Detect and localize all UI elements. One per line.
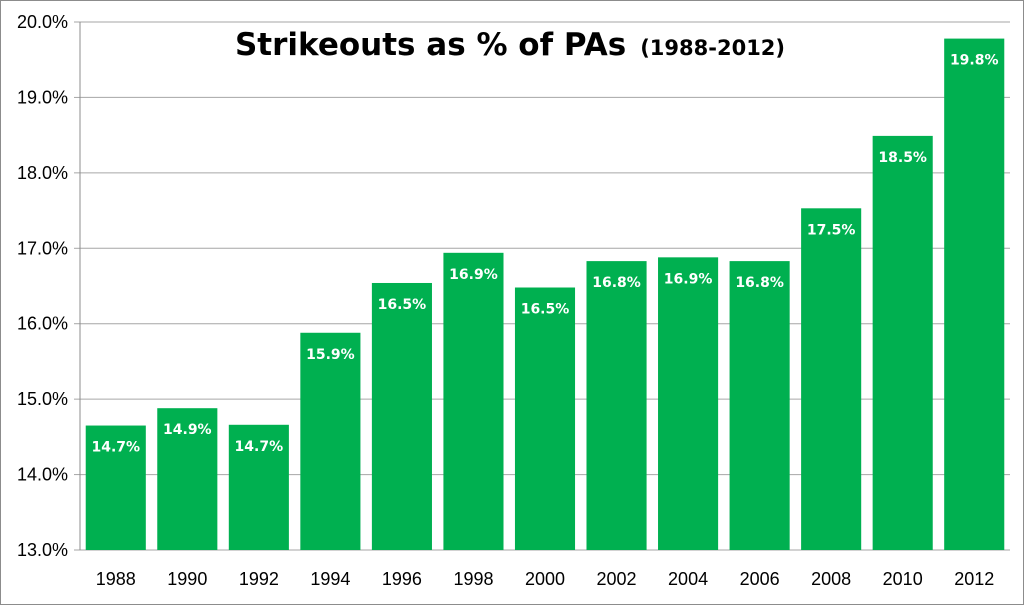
data-label-2008: 17.5% bbox=[807, 222, 856, 238]
x-tick-label-1996: 1996 bbox=[382, 569, 422, 589]
y-tick-label: 19.0% bbox=[17, 87, 68, 107]
bar-1994 bbox=[300, 332, 361, 550]
x-tick-label-1990: 1990 bbox=[167, 569, 207, 589]
chart-title-main: Strikeouts as % of PAs bbox=[235, 27, 626, 63]
x-tick-label-2012: 2012 bbox=[954, 569, 994, 589]
x-tick-label-2008: 2008 bbox=[811, 569, 851, 589]
chart-title: Strikeouts as % of PAs (1988-2012) bbox=[235, 27, 785, 63]
bar-2002 bbox=[586, 261, 647, 550]
x-tick-label-1998: 1998 bbox=[453, 569, 493, 589]
bar-2012 bbox=[944, 38, 1005, 550]
data-label-2006: 16.8% bbox=[735, 275, 784, 291]
data-label-1994: 15.9% bbox=[306, 347, 355, 363]
y-tick-label: 20.0% bbox=[17, 12, 68, 32]
data-label-1988: 14.7% bbox=[91, 440, 140, 456]
y-tick-label: 16.0% bbox=[17, 314, 68, 334]
x-tick-label-1992: 1992 bbox=[239, 569, 279, 589]
y-tick-label: 13.0% bbox=[17, 540, 68, 560]
bar-2006 bbox=[729, 261, 790, 550]
bar-2004 bbox=[658, 257, 719, 550]
data-label-2004: 16.9% bbox=[664, 271, 713, 287]
x-tick-label-2000: 2000 bbox=[525, 569, 565, 589]
data-labels: 14.7% 14.9% 14.7% 15.9% 16.5% 16.9% 16.5% 16.8%… bbox=[91, 53, 998, 456]
y-tick-label: 18.0% bbox=[17, 163, 68, 183]
bars bbox=[85, 38, 1005, 550]
x-tick-label-2006: 2006 bbox=[740, 569, 780, 589]
bar-2000 bbox=[514, 287, 576, 550]
bar-1990 bbox=[157, 408, 218, 550]
x-tick-label-2010: 2010 bbox=[883, 569, 923, 589]
bar-2010 bbox=[872, 135, 933, 550]
data-label-1990: 14.9% bbox=[163, 422, 212, 438]
data-label-2002: 16.8% bbox=[592, 275, 641, 291]
data-label-1992: 14.7% bbox=[235, 439, 284, 455]
x-tick-label-1994: 1994 bbox=[310, 569, 350, 589]
data-label-1996: 16.5% bbox=[378, 297, 427, 313]
data-label-1998: 16.9% bbox=[449, 267, 498, 283]
bar-1996 bbox=[371, 282, 432, 550]
x-tick-label-2002: 2002 bbox=[597, 569, 637, 589]
bar-1992 bbox=[228, 424, 289, 550]
data-label-2000: 16.5% bbox=[521, 302, 570, 318]
bar-2008 bbox=[801, 208, 862, 550]
x-tick-label-2004: 2004 bbox=[668, 569, 708, 589]
bar-1998 bbox=[443, 252, 504, 550]
data-label-2010: 18.5% bbox=[878, 150, 927, 166]
chart-title-subtitle: (1988-2012) bbox=[640, 36, 785, 60]
x-tick-label-1988: 1988 bbox=[96, 569, 136, 589]
y-tick-label: 15.0% bbox=[17, 389, 68, 409]
data-label-2012: 19.8% bbox=[950, 53, 999, 69]
y-axis-ticks: 13.0% 14.0% 15.0% 16.0% 17.0% 18.0% 19.0% 20.0% bbox=[17, 12, 81, 560]
bar-1988 bbox=[85, 425, 146, 550]
x-axis-ticks: 1988 1990 1992 1994 1996 1998 2000 2002 2004 2006… bbox=[96, 569, 995, 589]
y-tick-label: 14.0% bbox=[17, 465, 68, 485]
y-tick-label: 17.0% bbox=[17, 238, 68, 258]
